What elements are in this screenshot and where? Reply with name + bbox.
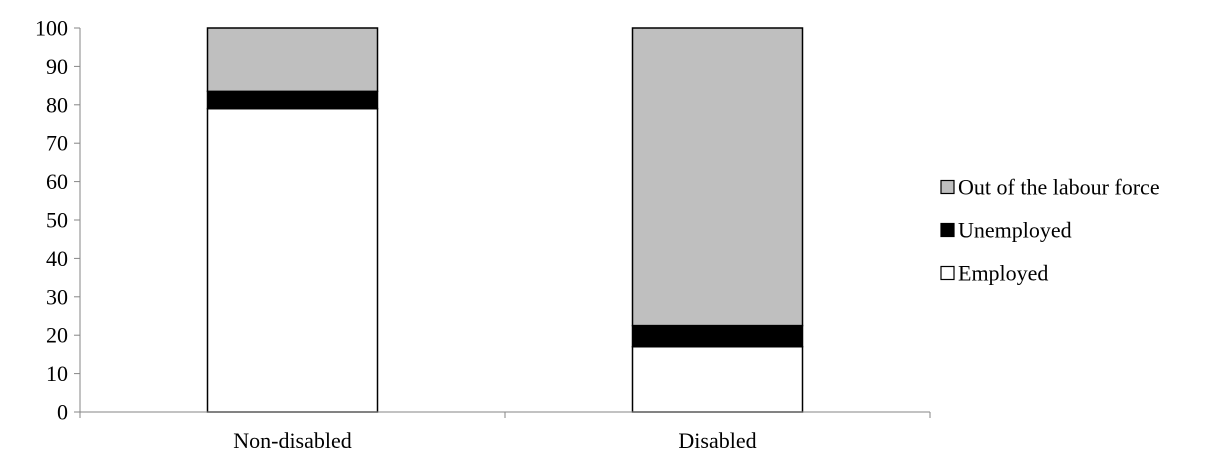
- legend-item-employed: Employed: [940, 261, 1048, 286]
- bar-non-disabled-employed: [206, 107, 379, 413]
- bar-non-disabled-out-of-the-labour-force: [206, 27, 379, 93]
- y-tick-label: 90: [46, 54, 68, 79]
- x-tick-label-non-disabled: Non-disabled: [233, 428, 352, 453]
- bars-group: [206, 27, 804, 413]
- legend-label: Unemployed: [958, 218, 1072, 243]
- bar-disabled-employed: [631, 345, 804, 413]
- legend: Out of the labour force Unemployed Employe…: [940, 175, 1160, 286]
- x-tick-label-disabled: Disabled: [678, 428, 756, 453]
- y-tick-label: 100: [35, 16, 68, 41]
- y-tick-label: 80: [46, 92, 68, 117]
- y-tick-label: 60: [46, 169, 68, 194]
- bar-non-disabled-unemployed: [206, 90, 379, 110]
- y-tick-label: 0: [57, 400, 68, 425]
- y-tick-label: 10: [46, 361, 68, 386]
- bar-disabled-out-of-the-labour-force: [631, 27, 804, 327]
- bar-disabled-unemployed: [631, 324, 804, 348]
- y-tick-label: 50: [46, 208, 68, 233]
- y-tick-label: 30: [46, 284, 68, 309]
- y-tick-label: 40: [46, 246, 68, 271]
- legend-label: Employed: [958, 261, 1048, 286]
- legend-item-out-of-the-labour-force: Out of the labour force: [940, 175, 1160, 200]
- legend-label: Out of the labour force: [958, 175, 1160, 200]
- x-axis-ticks: Non-disabled Disabled: [79, 412, 931, 453]
- legend-swatch: [940, 222, 955, 238]
- axes-group: 0 10 20 30 40 50 60 70 80 90 100 Non-disabled Disab…: [35, 16, 931, 453]
- legend-swatch: [940, 179, 955, 195]
- y-tick-label: 70: [46, 131, 68, 156]
- y-tick-label: 20: [46, 323, 68, 348]
- legend-item-unemployed: Unemployed: [940, 218, 1072, 243]
- legend-swatch: [940, 265, 955, 281]
- y-axis-ticks: 0 10 20 30 40 50 60 70 80 90 100: [35, 16, 80, 425]
